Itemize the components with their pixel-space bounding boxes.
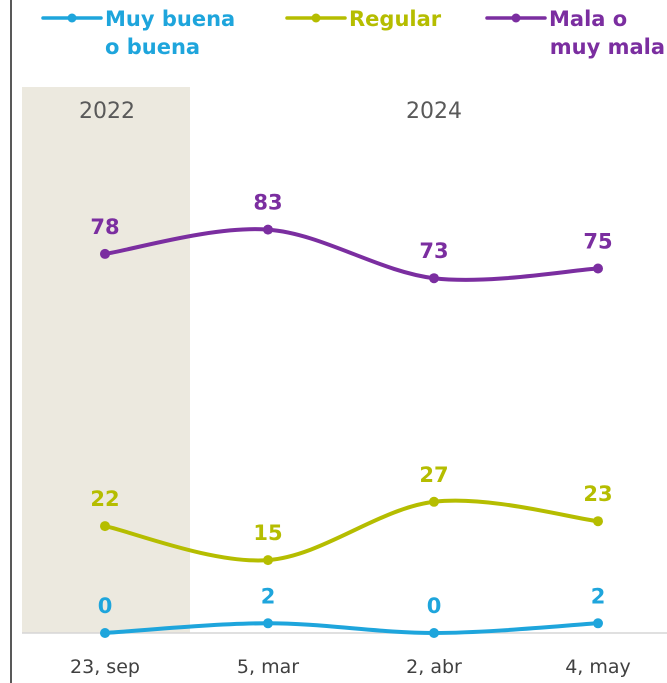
x-tick-label: 23, sep	[70, 656, 140, 678]
legend-marker-icon	[311, 13, 321, 23]
legend-label: o buena	[105, 35, 200, 59]
legend-item: Regular	[285, 7, 442, 31]
data-label: 27	[419, 463, 448, 487]
data-label: 2	[591, 584, 606, 608]
data-point	[100, 248, 110, 259]
data-label: 75	[583, 230, 612, 254]
legend-item: Muy buena o buena	[41, 7, 235, 59]
data-point	[100, 521, 110, 532]
data-point	[593, 263, 603, 274]
x-tick-label: 2, abr	[406, 656, 462, 678]
data-label: 23	[583, 482, 612, 506]
data-label: 83	[253, 191, 282, 215]
x-tick-label: 4, may	[565, 656, 631, 678]
data-label: 78	[90, 215, 119, 239]
data-label: 0	[98, 594, 113, 618]
legend-item: Mala o muy mala	[485, 7, 665, 59]
legend-label: muy mala	[550, 35, 665, 59]
legend-marker-icon	[67, 13, 77, 23]
data-label: 15	[253, 521, 282, 545]
data-point	[429, 273, 439, 284]
data-point	[429, 628, 439, 638]
data-label: 22	[90, 487, 119, 511]
data-point	[100, 628, 110, 638]
x-tick-label: 5, mar	[237, 656, 299, 678]
series-line	[103, 227, 600, 282]
data-point	[593, 618, 603, 629]
legend-label: Regular	[349, 7, 442, 31]
data-label: 73	[419, 239, 448, 263]
period-label-2024: 2024	[406, 99, 462, 124]
data-label: 2	[261, 584, 276, 608]
legend-label: Mala o	[549, 7, 627, 31]
legend-marker-icon	[511, 13, 521, 23]
series-line	[103, 498, 600, 563]
data-point	[263, 618, 273, 629]
period-label-2022: 2022	[79, 99, 135, 124]
data-point	[263, 555, 273, 566]
legend: Muy buena o buena Regular Mala o muy mala	[41, 7, 665, 59]
data-point	[593, 516, 603, 527]
data-point	[429, 496, 439, 507]
period-shade-2022	[22, 87, 190, 633]
series-line	[103, 621, 600, 636]
data-label: 0	[427, 594, 442, 618]
legend-label: Muy buena	[105, 7, 235, 31]
data-point	[263, 224, 273, 235]
